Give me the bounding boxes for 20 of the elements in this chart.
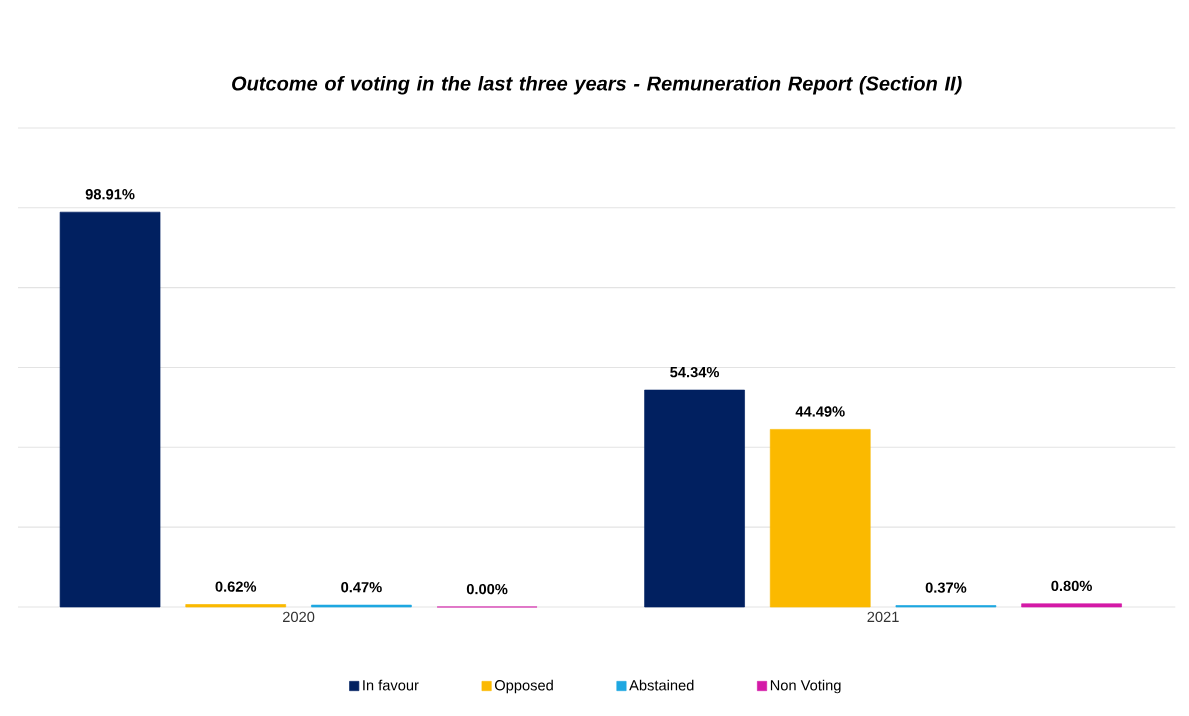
bar bbox=[644, 389, 745, 608]
data-label: 0.62% bbox=[215, 581, 257, 592]
data-label: 44.49% bbox=[795, 406, 845, 417]
bar bbox=[1021, 603, 1122, 608]
legend-label: In favour bbox=[363, 679, 419, 691]
chart-title: Outcome of voting in the last three years - Remuneration Report (Section II) bbox=[232, 75, 962, 95]
data-label: 54.34% bbox=[670, 366, 720, 378]
legend-label: Opposed bbox=[494, 679, 553, 694]
x-tick-label: 2020 bbox=[282, 611, 315, 623]
data-label: 98.91% bbox=[85, 189, 135, 200]
data-label: 0.47% bbox=[341, 582, 382, 593]
bar bbox=[59, 211, 161, 608]
legend-label: Abstained bbox=[629, 679, 694, 691]
data-label: 0.37% bbox=[925, 582, 967, 593]
x-tick-label: 2021 bbox=[867, 611, 899, 623]
bar bbox=[185, 604, 287, 608]
legend-label: Non Voting bbox=[770, 679, 841, 694]
data-label: 0.80% bbox=[1051, 580, 1092, 592]
data-label: 0.00% bbox=[466, 583, 508, 595]
bar bbox=[769, 429, 871, 608]
